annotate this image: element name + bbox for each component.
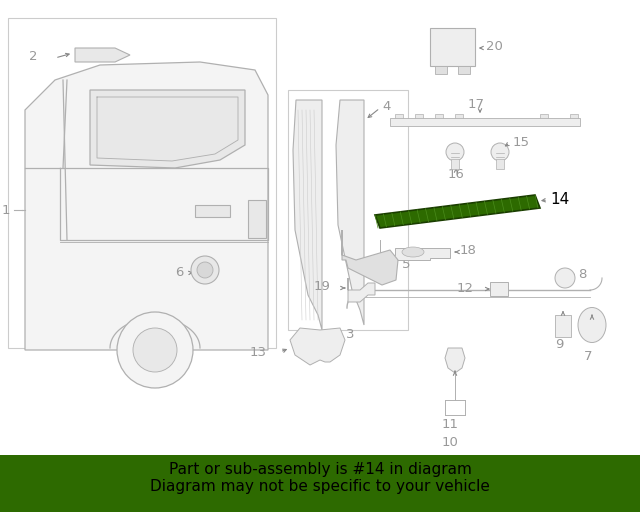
Polygon shape bbox=[293, 100, 322, 330]
Circle shape bbox=[191, 256, 219, 284]
Circle shape bbox=[446, 143, 464, 161]
Bar bbox=[288, 90, 408, 330]
Text: 16: 16 bbox=[447, 168, 465, 181]
Circle shape bbox=[555, 268, 575, 288]
Text: 5: 5 bbox=[402, 259, 410, 271]
Bar bbox=[435, 66, 447, 74]
Bar bbox=[415, 114, 423, 118]
Text: 15: 15 bbox=[513, 136, 530, 148]
Polygon shape bbox=[25, 62, 268, 350]
Text: 12: 12 bbox=[457, 283, 474, 295]
Bar bbox=[570, 114, 578, 118]
Text: 9: 9 bbox=[555, 338, 563, 352]
Text: 4: 4 bbox=[382, 100, 390, 114]
Bar bbox=[496, 159, 504, 169]
Text: 1: 1 bbox=[1, 203, 10, 217]
Text: 14: 14 bbox=[550, 191, 569, 206]
Polygon shape bbox=[336, 100, 364, 325]
Text: 11: 11 bbox=[442, 418, 458, 432]
Polygon shape bbox=[342, 230, 398, 285]
Bar bbox=[458, 66, 470, 74]
Polygon shape bbox=[375, 195, 540, 228]
Bar bbox=[430, 28, 475, 66]
Bar bbox=[390, 118, 580, 126]
Polygon shape bbox=[348, 278, 375, 302]
Polygon shape bbox=[380, 240, 450, 260]
Bar bbox=[490, 282, 508, 296]
Text: Part or sub-assembly is #14 in diagram
Diagram may not be specific to your vehic: Part or sub-assembly is #14 in diagram D… bbox=[150, 462, 490, 494]
Text: 13: 13 bbox=[250, 347, 267, 359]
Text: 20: 20 bbox=[486, 40, 503, 53]
Text: 6: 6 bbox=[175, 267, 183, 280]
Bar bbox=[455, 114, 463, 118]
Bar bbox=[248, 200, 266, 238]
Text: 7: 7 bbox=[584, 351, 592, 364]
Text: 3: 3 bbox=[346, 329, 355, 342]
Bar bbox=[195, 205, 230, 217]
Bar bbox=[435, 114, 443, 118]
Polygon shape bbox=[445, 348, 465, 373]
Text: 19: 19 bbox=[313, 281, 330, 293]
Text: 17: 17 bbox=[467, 97, 484, 111]
Circle shape bbox=[197, 262, 213, 278]
Polygon shape bbox=[290, 328, 345, 365]
Bar bbox=[0, 455, 640, 512]
Text: 8: 8 bbox=[578, 268, 586, 282]
Ellipse shape bbox=[402, 247, 424, 257]
Text: 10: 10 bbox=[442, 436, 458, 449]
Bar bbox=[8, 18, 276, 348]
Polygon shape bbox=[90, 90, 245, 168]
Bar bbox=[555, 315, 571, 337]
Polygon shape bbox=[75, 48, 130, 62]
Bar bbox=[451, 159, 459, 169]
Circle shape bbox=[491, 143, 509, 161]
Bar bbox=[540, 114, 548, 118]
Circle shape bbox=[133, 328, 177, 372]
Text: 18: 18 bbox=[460, 245, 477, 258]
Bar bbox=[395, 114, 403, 118]
Ellipse shape bbox=[578, 308, 606, 343]
Text: 2: 2 bbox=[29, 51, 38, 63]
Circle shape bbox=[117, 312, 193, 388]
